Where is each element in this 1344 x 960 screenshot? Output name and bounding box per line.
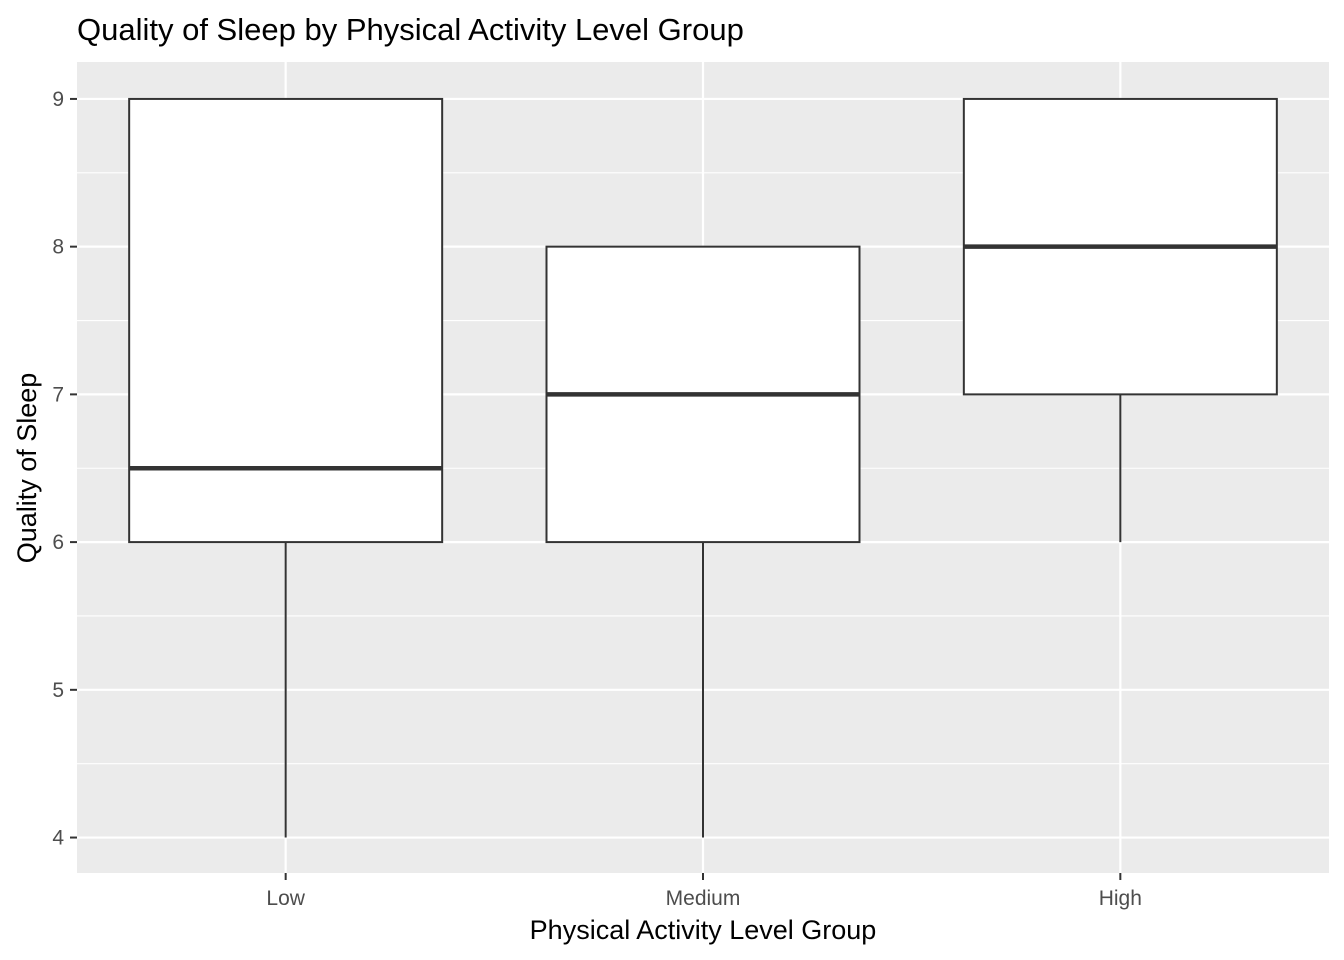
box-medium: [545, 245, 861, 838]
y-tick-label: 7: [52, 383, 64, 406]
y-tick-label: 5: [52, 679, 64, 702]
y-axis: 4 5 6 7 8 9: [52, 88, 77, 850]
x-axis: Low Medium High: [266, 873, 1142, 910]
x-axis-title: Physical Activity Level Group: [530, 915, 877, 945]
y-tick-label: 6: [52, 531, 64, 554]
iqr-box: [128, 97, 444, 544]
x-tick-label: Low: [266, 887, 305, 910]
y-tick-label: 4: [52, 827, 64, 850]
y-axis-title: Quality of Sleep: [12, 373, 42, 564]
box-low: [128, 97, 444, 838]
x-tick-label: High: [1099, 887, 1142, 910]
x-tick-label: Medium: [666, 887, 741, 910]
y-tick-label: 9: [52, 88, 64, 111]
boxes: [128, 97, 1278, 838]
chart-title: Quality of Sleep by Physical Activity Le…: [77, 12, 744, 47]
box-high: [962, 97, 1278, 543]
y-tick-label: 8: [52, 236, 64, 259]
